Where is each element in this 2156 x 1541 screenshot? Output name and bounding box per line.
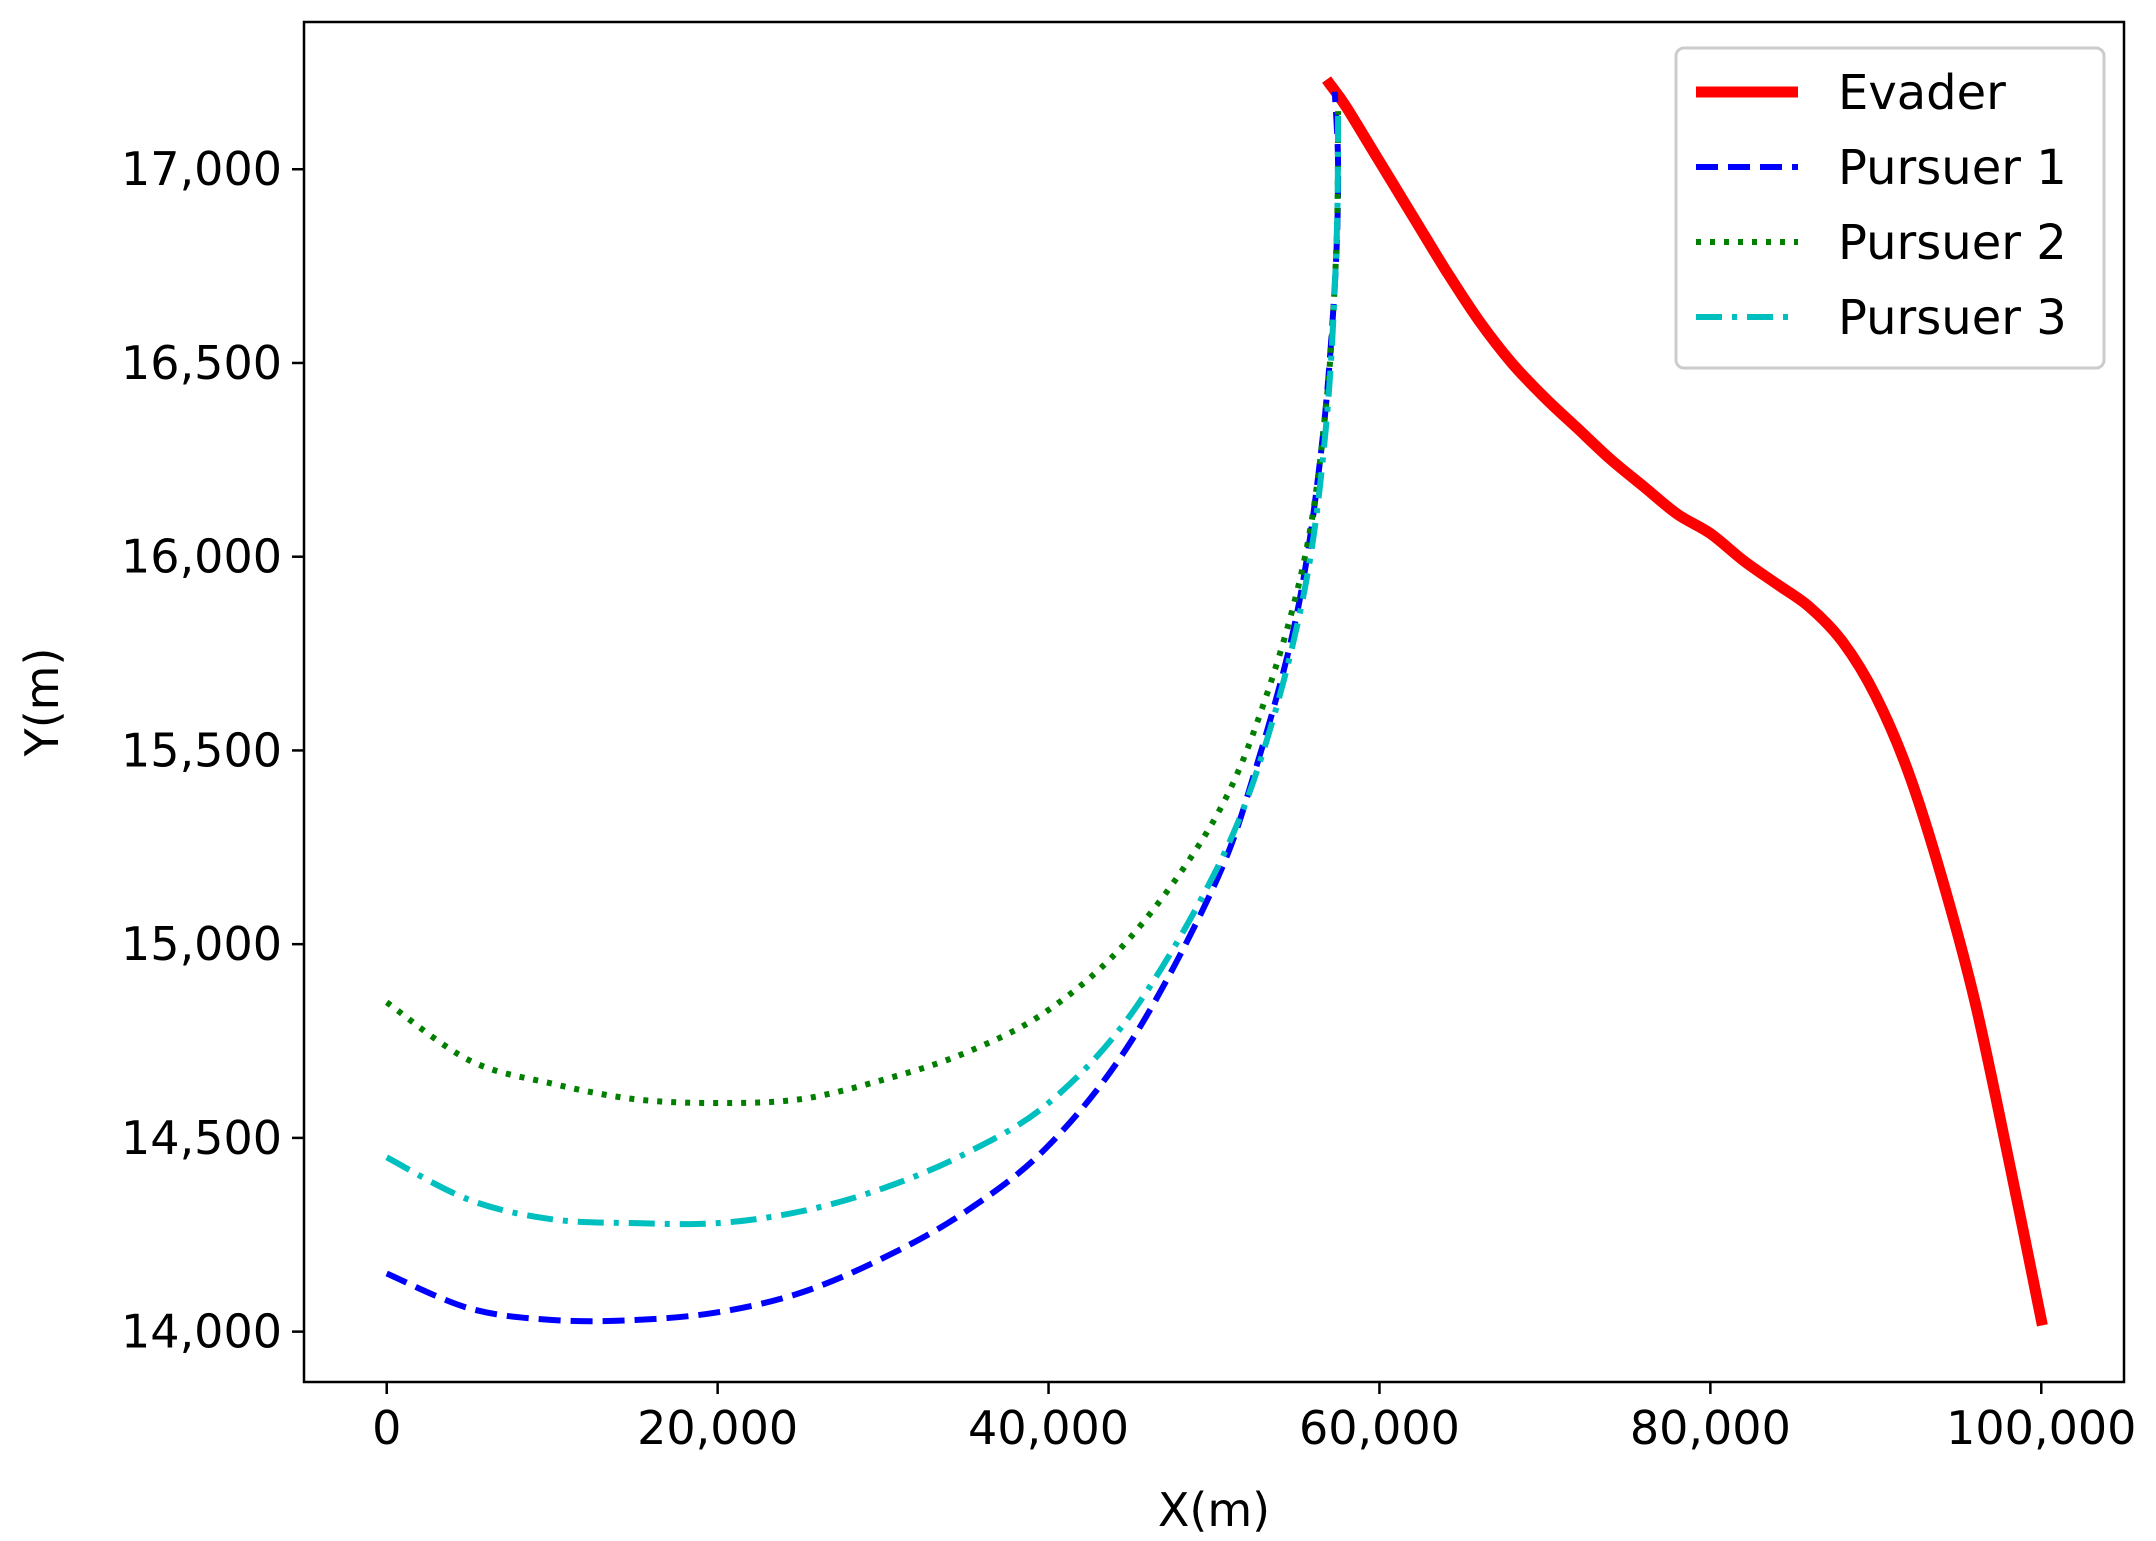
series-line-pursuer-3 [385, 111, 1342, 1228]
y-tick-label: 16,000 [121, 530, 282, 584]
x-tick-label: 0 [372, 1401, 401, 1455]
axes: 0 20,000 40,000 60,000 80,000 100,000 14,000 14… [121, 20, 2136, 1455]
y-tick-label: 17,000 [121, 142, 282, 196]
x-axis-label: X(m) [1158, 1483, 1270, 1537]
plot-frame [302, 20, 2126, 1384]
plot-area [384, 76, 2048, 1327]
x-tick-label: 100,000 [1946, 1401, 2136, 1455]
legend-label-pursuer-2: Pursuer 2 [1838, 215, 2067, 271]
legend-label-pursuer-3: Pursuer 3 [1838, 290, 2067, 346]
y-tick-label: 14,000 [121, 1305, 282, 1359]
legend-label-evader: Evader [1838, 65, 2006, 121]
y-tick-label: 15,000 [121, 917, 282, 971]
legend-label-pursuer-1: Pursuer 1 [1838, 140, 2067, 196]
x-tick-label: 80,000 [1630, 1401, 1791, 1455]
y-tick-label: 16,500 [121, 336, 282, 390]
x-tick-label: 20,000 [637, 1401, 798, 1455]
series-line-evader [1322, 76, 2048, 1327]
x-tick-label: 60,000 [1299, 1401, 1460, 1455]
legend-box [1674, 46, 2106, 370]
y-tick-label: 15,500 [121, 723, 282, 777]
y-axis-label: Y(m) [15, 648, 69, 758]
legend: Evader Pursuer 1 Pursuer 2 Pursuer 3 [1674, 46, 2106, 370]
y-tick-label: 14,500 [121, 1111, 282, 1165]
x-tick-label: 40,000 [968, 1401, 1129, 1455]
